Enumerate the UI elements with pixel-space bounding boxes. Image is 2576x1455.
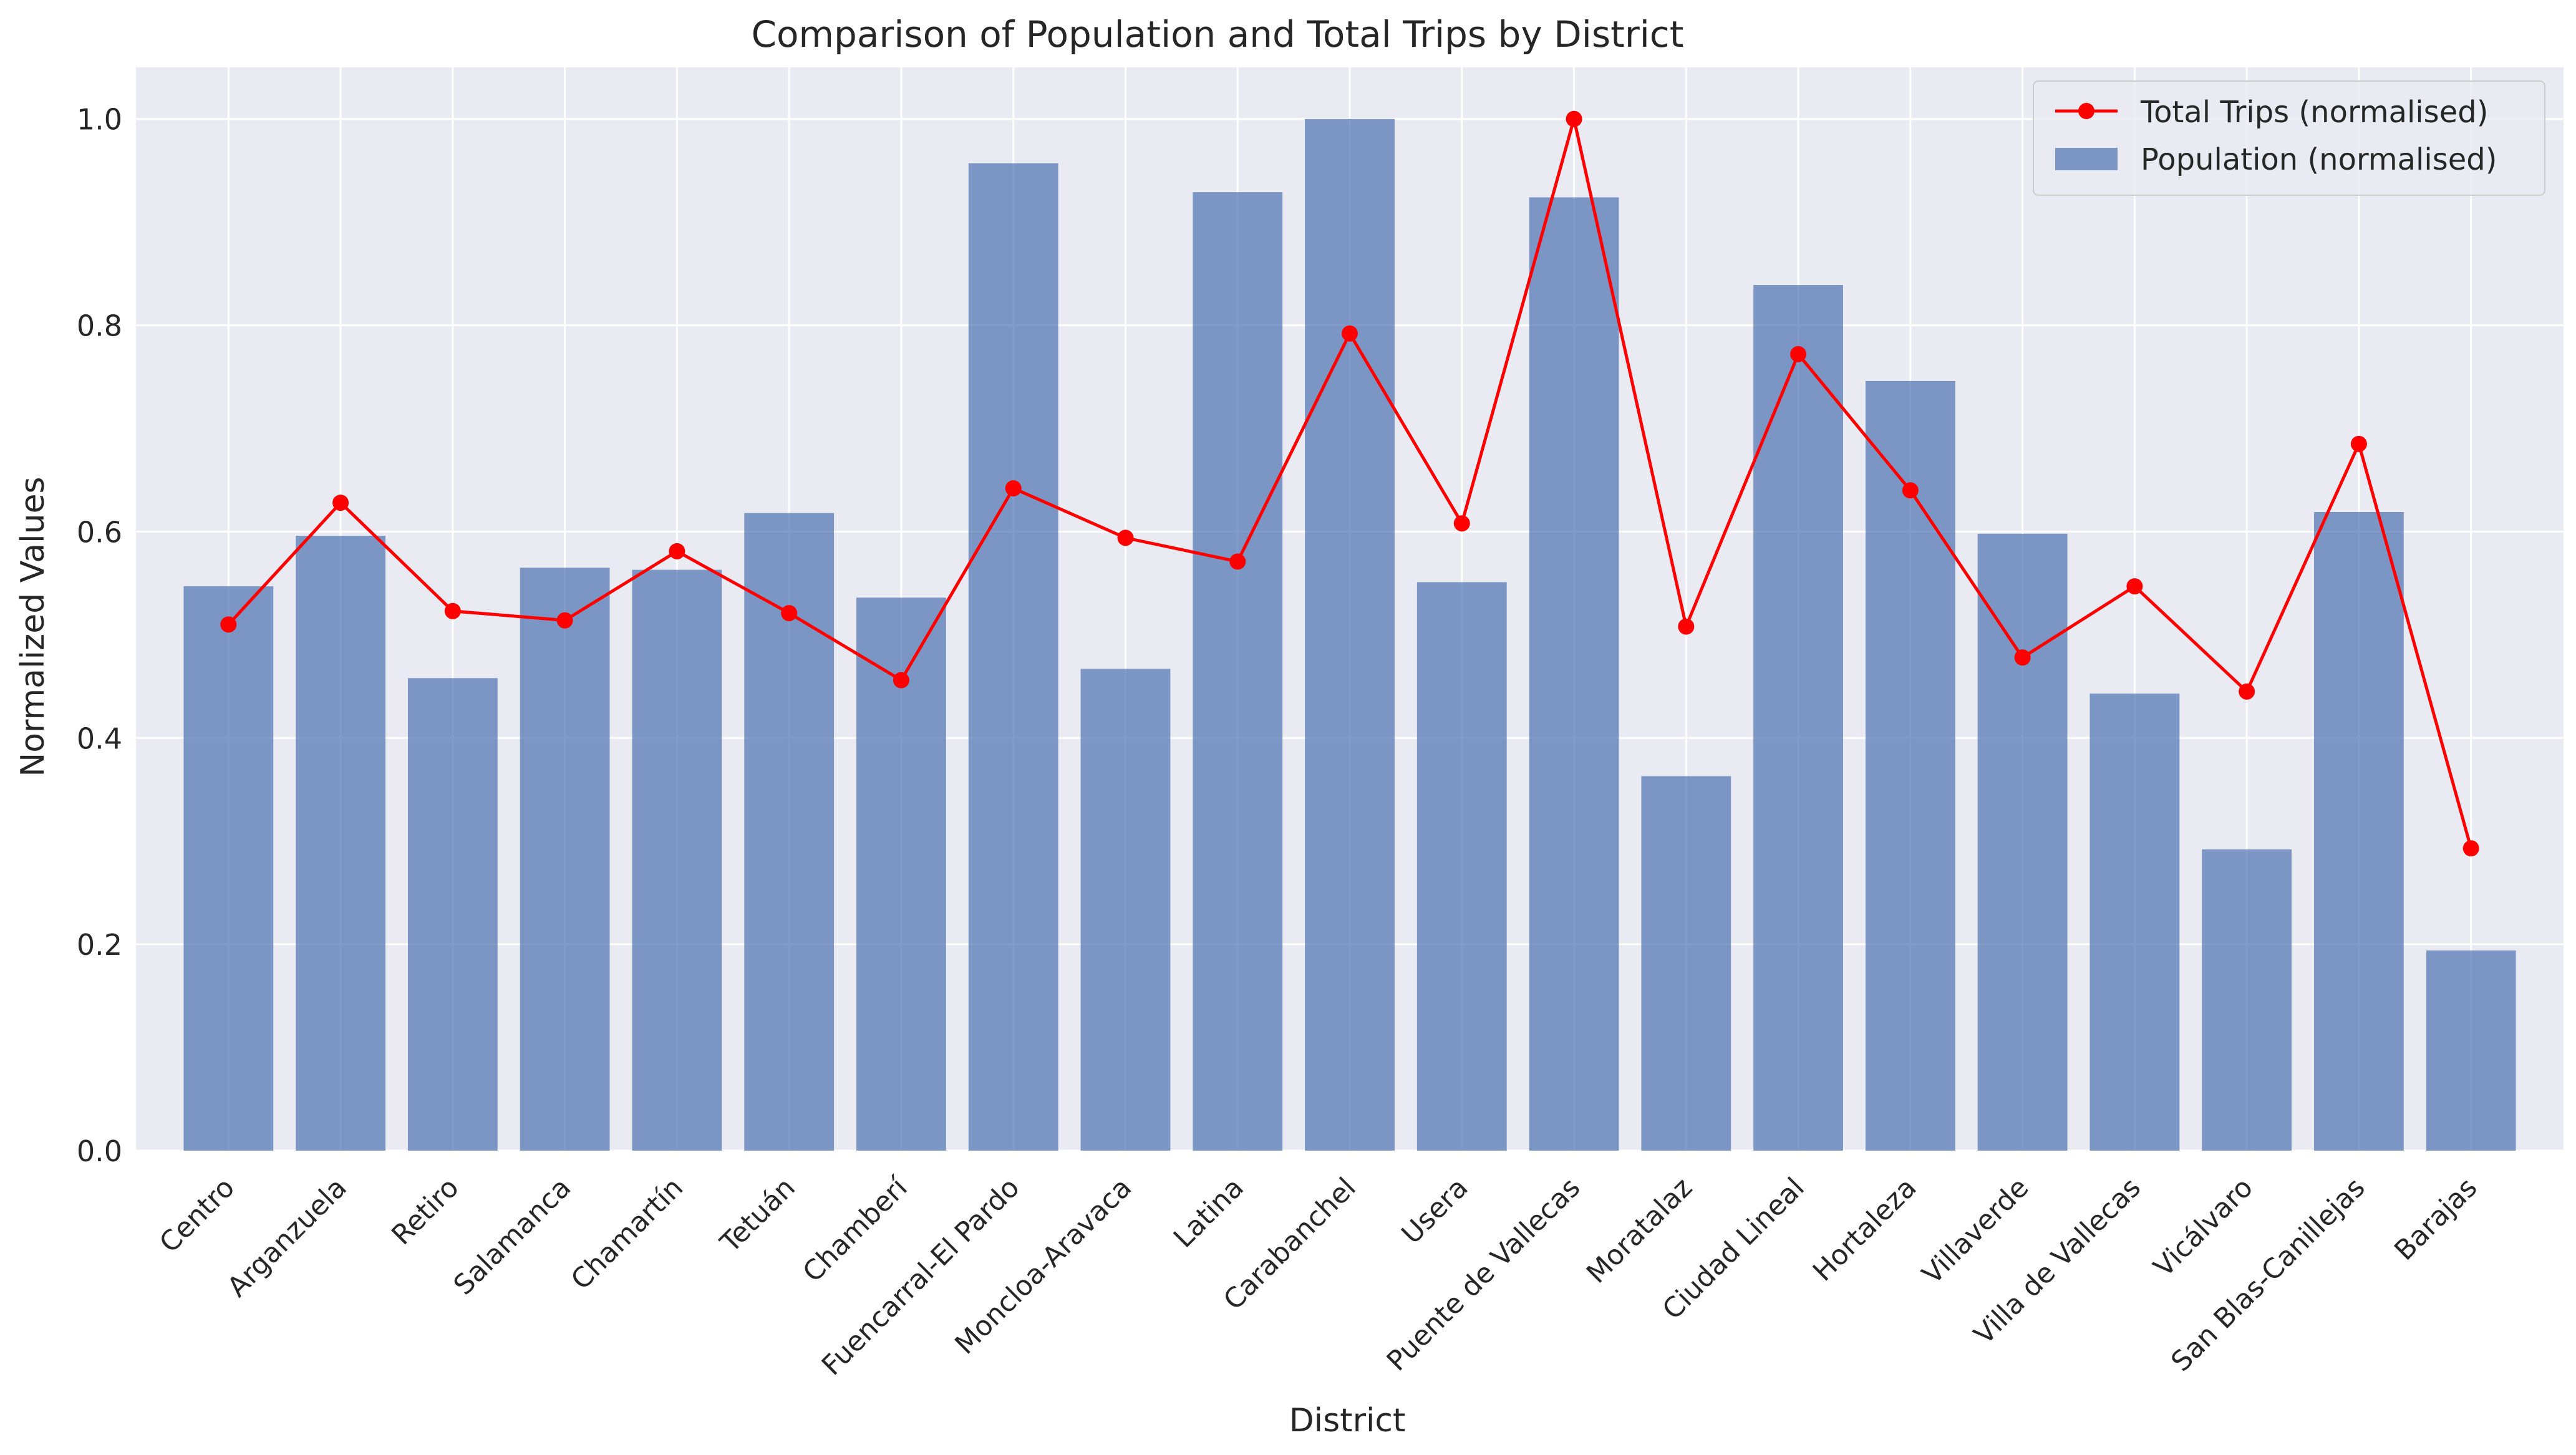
chart-title: Comparison of Population and Total Trips… bbox=[752, 13, 1684, 56]
legend: Total Trips (normalised) Population (nor… bbox=[2033, 80, 2545, 196]
legend-label-population: Population (normalised) bbox=[2141, 142, 2497, 177]
population-bar bbox=[1529, 197, 1619, 1151]
y-tick-label: 0.4 bbox=[77, 722, 122, 755]
trips-point bbox=[1005, 480, 1022, 496]
y-axis-ticks: 0.0 0.2 0.4 0.6 0.8 1.0 bbox=[77, 103, 122, 1168]
trips-point bbox=[2014, 649, 2031, 666]
trips-point bbox=[1117, 529, 1134, 546]
trips-point bbox=[1902, 482, 1919, 499]
population-bar bbox=[1416, 582, 1507, 1151]
legend-label-trips: Total Trips (normalised) bbox=[2140, 95, 2488, 130]
trips-point bbox=[2126, 578, 2143, 595]
y-axis-label: Normalized Values bbox=[14, 476, 52, 776]
population-bar bbox=[968, 163, 1058, 1151]
y-tick-label: 0.6 bbox=[77, 515, 122, 549]
y-tick-label: 0.8 bbox=[77, 309, 122, 343]
population-bar bbox=[2426, 950, 2516, 1151]
trips-point bbox=[669, 543, 685, 559]
population-bar bbox=[1080, 669, 1171, 1151]
trips-point bbox=[893, 672, 909, 689]
population-bar bbox=[1977, 533, 2068, 1151]
trips-point bbox=[1453, 515, 1470, 532]
trips-point bbox=[332, 495, 349, 511]
trips-point bbox=[781, 605, 798, 622]
y-tick-label: 1.0 bbox=[77, 103, 122, 137]
population-bar bbox=[2202, 849, 2292, 1151]
trips-point bbox=[444, 602, 461, 619]
trips-point bbox=[2239, 683, 2255, 700]
population-bar bbox=[407, 678, 498, 1151]
population-bars bbox=[183, 118, 2516, 1151]
trips-point bbox=[2462, 840, 2479, 857]
y-tick-label: 0.2 bbox=[77, 928, 122, 962]
population-bar bbox=[1641, 776, 1731, 1151]
trips-point bbox=[1342, 325, 1358, 342]
legend-box bbox=[2033, 80, 2545, 196]
trips-point bbox=[556, 612, 573, 629]
x-axis-label: District bbox=[1289, 1402, 1406, 1439]
legend-bar-marker bbox=[2055, 148, 2118, 170]
population-bar bbox=[2089, 694, 2180, 1151]
population-bar bbox=[1753, 285, 1843, 1151]
population-bar bbox=[856, 597, 946, 1151]
trips-line bbox=[220, 110, 2479, 857]
trips-point bbox=[1678, 618, 1695, 635]
y-tick-label: 0.0 bbox=[77, 1134, 122, 1168]
trips-point bbox=[1790, 346, 1807, 362]
population-bar bbox=[2314, 511, 2404, 1151]
population-bar bbox=[520, 568, 610, 1151]
trips-point bbox=[1229, 553, 1246, 570]
population-bar bbox=[296, 536, 385, 1151]
legend-point-marker bbox=[2078, 103, 2094, 119]
population-bar bbox=[1193, 192, 1283, 1151]
population-bar bbox=[632, 569, 722, 1151]
population-bar bbox=[1865, 380, 1955, 1151]
population-bar bbox=[1305, 118, 1395, 1151]
trips-point bbox=[1566, 110, 1582, 127]
trips-point bbox=[220, 616, 237, 633]
trips-point bbox=[2350, 435, 2367, 452]
population-bar bbox=[183, 586, 274, 1151]
